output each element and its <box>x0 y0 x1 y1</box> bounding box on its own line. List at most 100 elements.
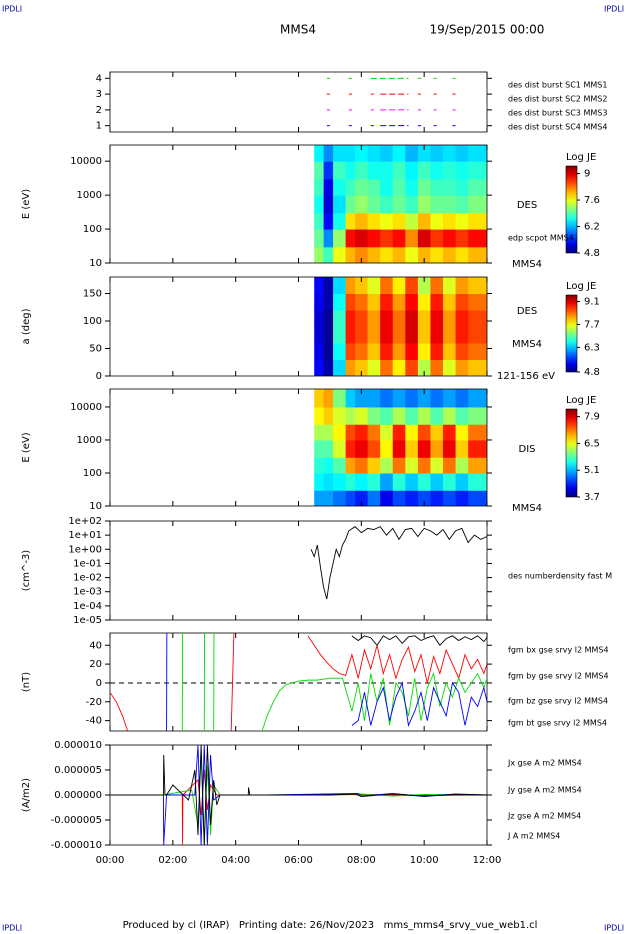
panel-label: MMS4 <box>512 503 542 514</box>
heat-cell <box>430 424 444 441</box>
heat-cell <box>430 229 444 248</box>
heat-cell <box>380 195 394 214</box>
heat-cell <box>392 389 406 408</box>
heat-cell <box>405 161 419 180</box>
heat-cell <box>405 490 419 506</box>
heat-cell <box>323 359 334 376</box>
heat-cell <box>345 293 356 311</box>
heat-cell <box>323 195 334 214</box>
heat-cell <box>314 145 325 162</box>
heat-cell <box>455 277 469 294</box>
heat-cell <box>468 490 487 506</box>
heat-cell <box>430 277 444 294</box>
heat-cell <box>392 326 406 344</box>
heat-cell <box>417 439 431 458</box>
heat-cell <box>323 439 334 458</box>
colorbar-title: Log JE <box>566 395 596 406</box>
heat-cell <box>455 406 469 425</box>
heat-cell <box>323 472 334 491</box>
heat-cell <box>417 326 431 344</box>
heat-cell <box>355 229 369 248</box>
heat-cell <box>405 406 419 425</box>
heat-cell <box>323 389 334 408</box>
y-tick-label: 1000 <box>77 190 102 201</box>
heat-cell <box>345 178 356 196</box>
heat-cell <box>333 178 347 196</box>
heat-cell <box>323 457 334 474</box>
heat-cell <box>355 457 369 474</box>
heat-cell <box>333 212 347 230</box>
heat-cell <box>430 457 444 474</box>
heat-cell <box>355 343 369 360</box>
heat-cell <box>333 326 347 344</box>
y-tick-label: 2 <box>96 105 102 116</box>
x-tick-label: 08:00 <box>347 855 376 866</box>
heat-cell <box>333 359 347 376</box>
heat-cell <box>455 343 469 360</box>
heat-cell <box>380 457 394 474</box>
heat-cell <box>380 490 394 506</box>
legend-entry: fgm bx gse srvy l2 MMS4 <box>508 646 609 655</box>
heat-cell <box>468 293 487 311</box>
heat-cell <box>314 178 325 196</box>
heat-cell <box>314 472 325 491</box>
heat-cell <box>323 343 334 360</box>
panel-label: edp scpot MMS4 <box>508 234 574 243</box>
heat-cell <box>405 310 419 327</box>
heat-cell <box>380 472 394 491</box>
heat-cell <box>417 145 431 162</box>
heat-cell <box>345 212 356 230</box>
heat-cell <box>392 246 406 263</box>
heat-cell <box>314 326 325 344</box>
heat-cell <box>417 359 431 376</box>
y-tick-label: 4 <box>96 73 102 84</box>
legend-entry: Jx gse A m2 MMS4 <box>507 759 582 768</box>
heat-cell <box>333 406 347 425</box>
heat-cell <box>367 145 381 162</box>
heat-cell <box>345 343 356 360</box>
heat-cell <box>345 145 356 162</box>
heat-cell <box>455 457 469 474</box>
heat-cell <box>345 246 356 263</box>
heat-cell <box>367 472 381 491</box>
heat-cell <box>392 424 406 441</box>
legend-entry: Jy gse A m2 MMS4 <box>507 786 582 795</box>
heat-cell <box>367 178 381 196</box>
data-line <box>181 633 487 731</box>
y-tick-label: 1e+02 <box>68 516 102 527</box>
heat-cell <box>455 490 469 506</box>
y-tick-label: 10 <box>89 258 102 269</box>
heat-cell <box>468 246 487 263</box>
y-tick-label: 0 <box>96 678 102 689</box>
colorbar-tick-label: 5.1 <box>584 465 600 476</box>
heat-cell <box>417 161 431 180</box>
heat-cell <box>380 229 394 248</box>
heat-cell <box>455 359 469 376</box>
heat-cell <box>455 424 469 441</box>
heat-cell <box>355 277 369 294</box>
data-line <box>110 745 487 845</box>
heat-cell <box>392 439 406 458</box>
colorbar-tick-label: 7.7 <box>584 319 600 330</box>
heat-cell <box>333 145 347 162</box>
y-axis-label: E (eV) <box>21 432 32 462</box>
y-tick-label: 1e-03 <box>73 587 102 598</box>
heat-cell <box>333 195 347 214</box>
heat-cell <box>405 326 419 344</box>
panel-label: MMS4 <box>512 259 542 270</box>
heat-cell <box>367 439 381 458</box>
y-tick-label: 1 <box>96 121 102 132</box>
heat-cell <box>430 406 444 425</box>
y-tick-label: 50 <box>89 344 102 355</box>
heat-cell <box>430 472 444 491</box>
heat-cell <box>392 195 406 214</box>
heat-cell <box>455 178 469 196</box>
heat-cell <box>345 490 356 506</box>
heat-cell <box>323 246 334 263</box>
heat-cell <box>355 145 369 162</box>
heat-cell <box>345 439 356 458</box>
heat-cell <box>405 457 419 474</box>
heat-cell <box>443 326 457 344</box>
heat-cell <box>314 457 325 474</box>
